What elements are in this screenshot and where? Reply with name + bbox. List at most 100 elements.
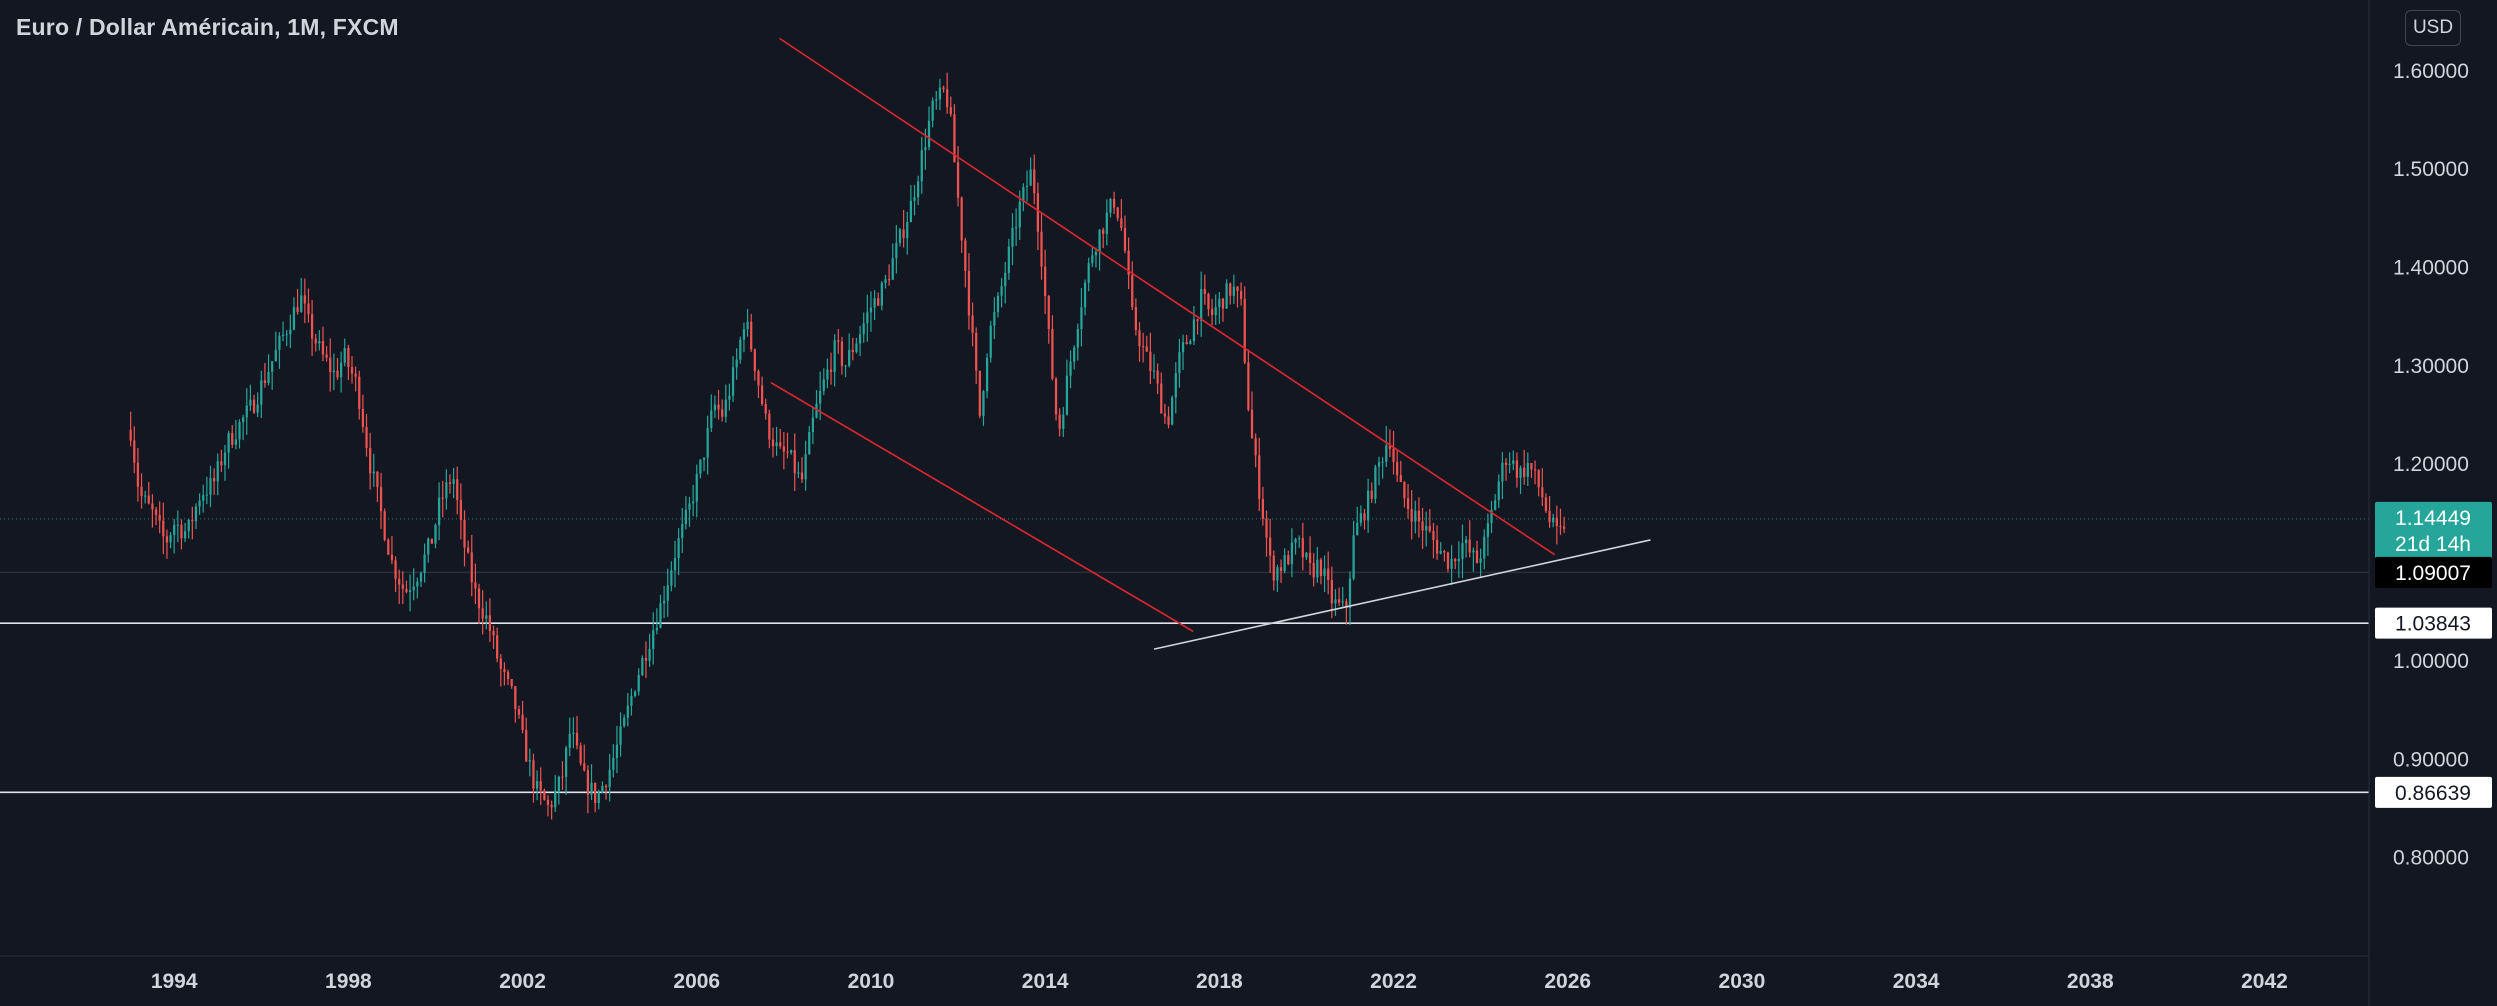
candle-body [1541,487,1544,498]
candle-body [492,631,495,636]
candle-body [1457,558,1460,562]
candle-body [354,373,357,377]
candle-body [1134,307,1137,331]
candle-body [612,757,615,770]
candle-body [662,600,666,604]
candle-body [1083,282,1087,308]
candle-body [1007,246,1010,273]
candle-body [731,367,735,396]
candle-body [198,500,201,507]
candle-body [797,472,800,474]
candle-body [1073,347,1076,362]
x-tick-label: 2038 [2067,970,2114,993]
candle-body [1047,295,1050,329]
trendline-channel-lower [770,381,1194,633]
candle-body [1287,555,1290,565]
candle-body [1454,558,1457,562]
x-tick-label: 2026 [1544,970,1591,993]
candle-body [917,181,920,198]
candle-body [267,371,270,384]
price-tag-box [2375,556,2492,588]
candle-body [169,535,172,543]
candle-body [1040,231,1043,267]
currency-button[interactable]: USD [2405,10,2461,46]
candle-body [1276,567,1279,581]
price-tag-label: 0.86639 [2395,782,2471,805]
time-axis[interactable]: 1994 1998 2002 2006 2010 2014 2018 2022 2026 2030… [151,970,2288,993]
candle-body [1062,414,1065,429]
candle-body [724,399,727,417]
candle-body [205,494,208,496]
candle-body [256,404,259,413]
trendlines [770,37,1651,650]
x-tick-label: 1998 [325,970,372,993]
candle-body [1403,482,1406,499]
candle-body [1000,286,1003,296]
candle-body [1512,460,1515,464]
candle-body [398,578,401,585]
candle-body [728,395,731,400]
candle-body [448,482,452,484]
candle-body [1319,559,1323,576]
candle-body [329,357,332,373]
candle-body [1138,330,1141,347]
trendline-channel-upper [779,37,1556,556]
candle-body [855,343,858,353]
candle-body [746,321,749,330]
candle-body [1189,341,1192,345]
candle-body [1548,511,1551,523]
candle-body [376,471,379,488]
candle-body [1443,551,1446,553]
candle-body [1232,286,1235,296]
candle-body [938,87,942,100]
candle-body [960,197,963,241]
candle-body [1011,227,1014,247]
candle-body [1210,309,1214,316]
candle-body [162,520,165,537]
y-tick-label: 1.50000 [2393,158,2469,181]
candle-body [1218,298,1221,308]
candle-body [1552,517,1555,523]
candle-body [238,422,241,440]
price-axis[interactable]: 0.80000 0.90000 1.00000 1.20000 1.30000 1.400… [2393,60,2469,870]
candle-body [136,462,140,487]
candle-body [1388,445,1392,449]
candle-body [1029,169,1032,186]
candle-body [271,361,274,372]
candle-body [1076,329,1079,348]
candle-body [1261,498,1265,519]
candle-body [1406,498,1410,509]
candle-body [1341,601,1344,603]
candle-body [1123,227,1127,251]
candle-body [793,450,796,474]
candle-body [434,525,437,544]
candle-body [474,582,477,589]
candle-body [626,705,629,718]
candle-body [227,433,230,453]
candle-body [445,482,448,499]
candle-body [1486,523,1490,537]
candle-body [1051,328,1054,379]
candle-body [1432,530,1435,540]
candle-body [590,782,593,795]
candle-body [1033,169,1036,194]
candle-body [383,511,386,540]
candle-body [1243,298,1246,363]
candle-body [1301,538,1304,558]
candle-body [750,321,753,350]
candle-body [615,744,619,758]
candle-body [1200,289,1203,321]
candle-body [216,461,219,482]
candle-body [1236,286,1239,292]
candle-body [684,509,688,524]
price-tag-label: 1.09007 [2395,562,2471,585]
y-tick-label: 1.30000 [2393,355,2469,378]
candle-body [173,524,176,536]
candle-body [913,197,916,201]
candle-body [521,714,524,730]
candle-body [1109,198,1112,213]
candle-body [848,349,851,366]
candle-body [1163,413,1167,417]
